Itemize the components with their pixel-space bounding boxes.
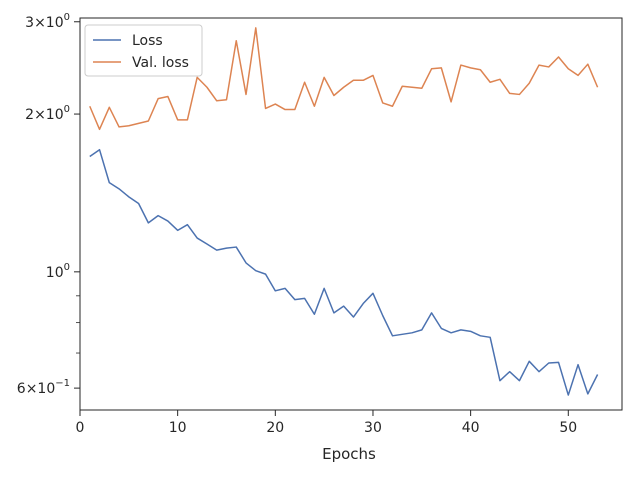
plot-frame — [79, 17, 623, 411]
series-line-loss — [89, 148, 599, 396]
y-tick-label: 6×10−1 — [17, 378, 70, 397]
x-tick-label: 0 — [76, 420, 85, 436]
x-tick-label: 40 — [462, 420, 480, 436]
x-tick-label: 50 — [559, 420, 577, 436]
legend-label: Val. loss — [132, 55, 189, 71]
x-tick-label: 10 — [169, 420, 187, 436]
y-tick-label: 2×100 — [25, 104, 70, 123]
y-axis: 6×10−1 100 2×100 3×100 — [17, 12, 80, 397]
x-tick-label: 30 — [364, 420, 382, 436]
legend-box — [84, 24, 203, 77]
legend: Loss Val. loss — [84, 24, 203, 77]
legend-label: Loss — [132, 33, 163, 49]
series-lines — [89, 27, 599, 396]
plot-area — [79, 17, 623, 411]
y-tick-label: 3×100 — [25, 12, 70, 31]
x-axis-label: Epochs — [322, 445, 376, 463]
x-tick-label: 20 — [266, 420, 284, 436]
x-axis: 0 10 20 30 40 50 — [76, 410, 577, 436]
series-line-val-loss — [89, 27, 599, 131]
y-tick-label: 100 — [46, 262, 70, 281]
